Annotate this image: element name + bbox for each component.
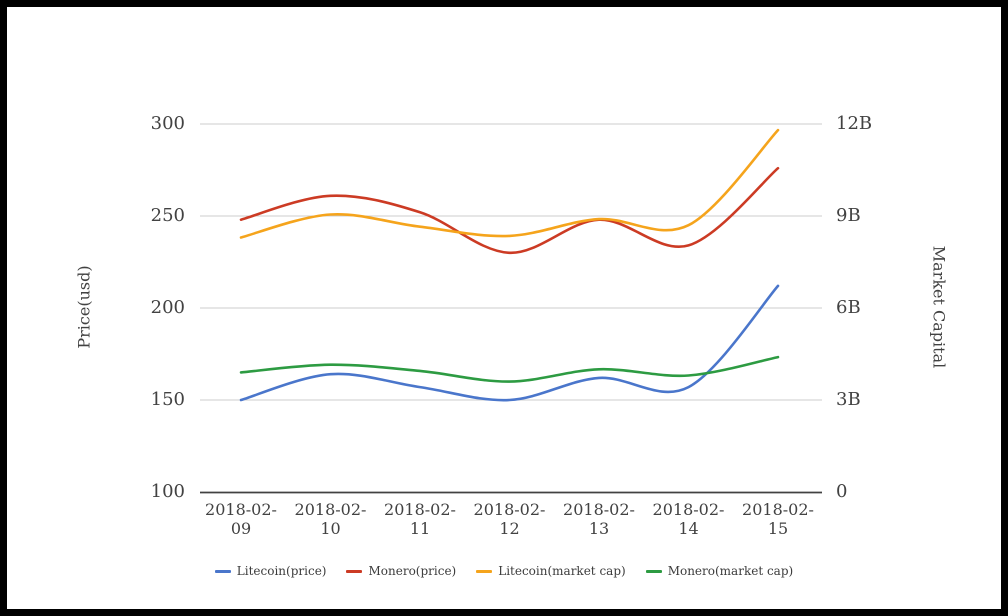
legend: Litecoin(price) Monero(price) Litecoin(mar… <box>0 564 1008 578</box>
legend-item-1[interactable]: Monero(price) <box>346 564 456 578</box>
legend-line-swatch <box>476 569 493 573</box>
left-axis-tick-label: 300 <box>150 113 185 134</box>
series-line-0 <box>239 284 780 402</box>
x-axis-tick-label: 2018-02- 11 <box>384 500 456 538</box>
right-axis-tick-label: 0 <box>836 481 848 502</box>
legend-line-swatch <box>645 569 662 573</box>
legend-item-3[interactable]: Monero(market cap) <box>645 564 794 578</box>
right-axis-title: Market Capital <box>929 245 949 369</box>
legend-line-swatch <box>346 569 363 573</box>
x-axis-tick-label: 2018-02- 12 <box>473 500 546 538</box>
x-axis-tick-label: 2018-02- 13 <box>563 500 635 538</box>
series-line-1 <box>239 166 780 255</box>
x-axis-tick-label: 2018-02- 15 <box>742 500 814 538</box>
legend-line-swatch <box>214 569 231 573</box>
right-axis-tick-label: 9B <box>836 205 861 226</box>
legend-label: Monero(market cap) <box>667 564 794 578</box>
series-line-3 <box>239 355 780 383</box>
legend-label: Litecoin(market cap) <box>498 564 626 578</box>
series-line-2 <box>239 128 780 239</box>
x-axis-tick-label: 2018-02- 09 <box>205 500 277 538</box>
legend-item-0[interactable]: Litecoin(price) <box>214 564 327 578</box>
right-axis-tick-label: 6B <box>836 297 861 318</box>
left-axis-tick-label: 200 <box>150 297 185 318</box>
left-axis-tick-label: 100 <box>150 481 185 502</box>
right-axis-tick-label: 12B <box>836 113 873 134</box>
legend-item-2[interactable]: Litecoin(market cap) <box>476 564 626 578</box>
left-axis-tick-label: 250 <box>150 205 185 226</box>
x-axis-tick-label: 2018-02- 10 <box>294 500 367 538</box>
x-axis-tick-label: 2018-02- 14 <box>652 500 725 538</box>
left-axis-tick-label: 150 <box>150 389 185 410</box>
legend-label: Monero(price) <box>368 564 457 578</box>
left-axis-title: Price(usd) <box>74 265 94 349</box>
right-axis-tick-label: 3B <box>836 389 861 410</box>
legend-label: Litecoin(price) <box>236 564 327 578</box>
